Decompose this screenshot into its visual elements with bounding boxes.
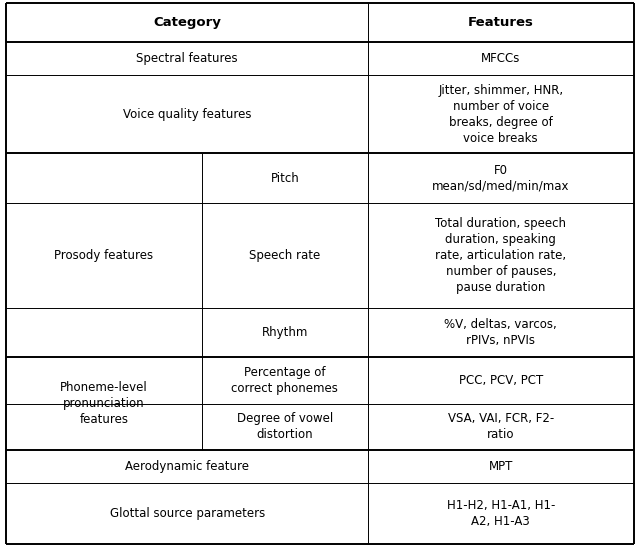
Text: Aerodynamic feature: Aerodynamic feature: [125, 460, 249, 473]
Text: Rhythm: Rhythm: [262, 327, 308, 339]
Text: Voice quality features: Voice quality features: [123, 108, 252, 121]
Text: Phoneme-level
pronunciation
features: Phoneme-level pronunciation features: [60, 381, 148, 426]
Text: Pitch: Pitch: [271, 172, 299, 184]
Text: VSA, VAI, FCR, F2-
ratio: VSA, VAI, FCR, F2- ratio: [447, 412, 554, 441]
Text: Jitter, shimmer, HNR,
number of voice
breaks, degree of
voice breaks: Jitter, shimmer, HNR, number of voice br…: [438, 84, 563, 145]
Text: Degree of vowel
distortion: Degree of vowel distortion: [237, 412, 333, 441]
Text: Spectral features: Spectral features: [136, 52, 238, 65]
Text: MPT: MPT: [488, 460, 513, 473]
Text: MFCCs: MFCCs: [481, 52, 520, 65]
Text: Percentage of
correct phonemes: Percentage of correct phonemes: [232, 366, 338, 395]
Text: Category: Category: [153, 16, 221, 29]
Text: Features: Features: [468, 16, 534, 29]
Text: PCC, PCV, PCT: PCC, PCV, PCT: [459, 374, 543, 387]
Text: Glottal source parameters: Glottal source parameters: [109, 507, 265, 520]
Text: H1-H2, H1-A1, H1-
A2, H1-A3: H1-H2, H1-A1, H1- A2, H1-A3: [447, 499, 555, 528]
Text: Total duration, speech
duration, speaking
rate, articulation rate,
number of pau: Total duration, speech duration, speakin…: [435, 217, 566, 294]
Text: F0
mean/sd/med/min/max: F0 mean/sd/med/min/max: [432, 164, 570, 193]
Text: Prosody features: Prosody features: [54, 249, 154, 262]
Text: Speech rate: Speech rate: [249, 249, 321, 262]
Text: %V, deltas, varcos,
rPIVs, nPVIs: %V, deltas, varcos, rPIVs, nPVIs: [444, 318, 557, 347]
